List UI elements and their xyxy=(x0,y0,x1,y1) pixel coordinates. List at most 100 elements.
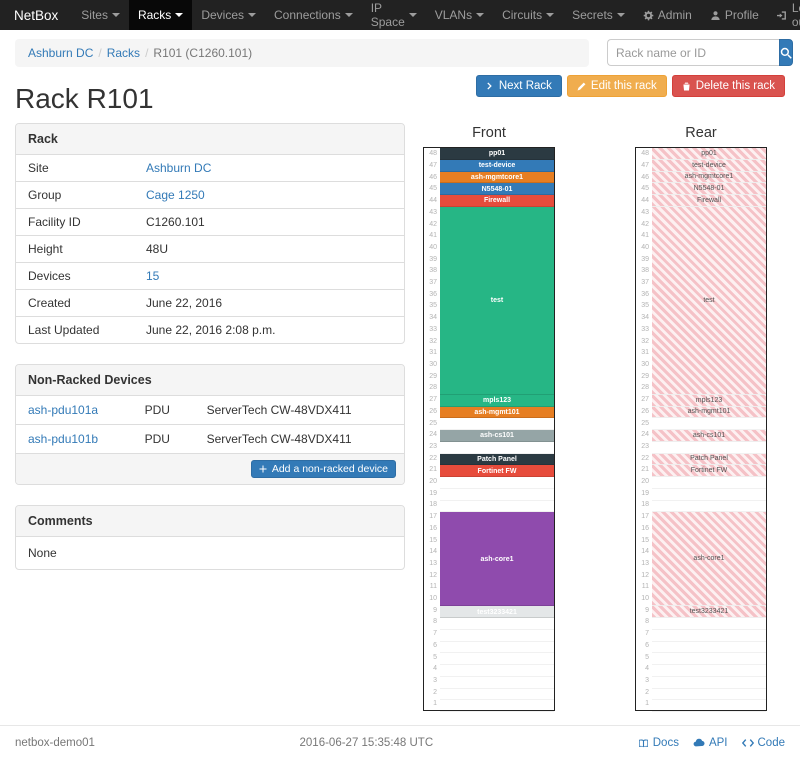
rear-elevation: Rear 48 47 46 45 44 43 42 41 40 39 38 37 36 35 34 33 32 3… xyxy=(635,125,767,712)
rear-rack: 48 47 46 45 44 43 42 41 40 39 38 37 36 35 34 33 32 31 30 29… xyxy=(635,147,767,712)
device-model-cell: ServerTech CW-48VDX411 xyxy=(194,424,404,453)
rack-device[interactable]: ash-mgmt101 xyxy=(652,406,766,419)
nav-item-sites[interactable]: Sites xyxy=(72,0,129,30)
rack-device[interactable]: test xyxy=(652,206,766,395)
pencil-icon xyxy=(577,82,586,91)
rack-device[interactable]: ash-mgmtcore1 xyxy=(440,171,554,184)
chevron-down-icon xyxy=(546,13,555,17)
empty-rack-slot xyxy=(652,477,766,489)
rack-unit-column: pp01 test-device ash-mgmtcore1 N5548-01 Fire… xyxy=(440,148,554,712)
brand-link[interactable]: NetBox xyxy=(14,7,59,23)
breadcrumb-link[interactable]: Ashburn DC xyxy=(28,46,94,60)
nav-item-devices[interactable]: Devices xyxy=(192,0,265,30)
non-racked-device-row: ash-pdu101a PDU ServerTech CW-48VDX411 xyxy=(16,396,404,425)
device-name-link[interactable]: ash-pdu101a xyxy=(28,403,99,417)
rack-unit-number: 10 xyxy=(429,595,437,603)
empty-rack-slot xyxy=(652,618,766,630)
rack-device[interactable]: test3233421 xyxy=(440,606,554,618)
non-racked-panel-title: Non-Racked Devices xyxy=(16,365,404,396)
attribute-value: Cage 1250 xyxy=(134,181,404,209)
rack-unit-number: 11 xyxy=(429,583,437,591)
empty-rack-slot xyxy=(652,489,766,501)
code-icon xyxy=(741,737,754,749)
rack-device[interactable]: Firewall xyxy=(652,195,766,207)
attribute-value-link[interactable]: 15 xyxy=(146,269,160,283)
nav-item-connections[interactable]: Connections xyxy=(265,0,362,30)
trash-icon xyxy=(682,82,691,91)
empty-rack-slot xyxy=(440,477,554,489)
rack-unit-number: 8 xyxy=(433,618,437,626)
rack-unit-number: 6 xyxy=(433,641,437,649)
rack-device[interactable]: ash-mgmt101 xyxy=(440,406,554,419)
search-input[interactable] xyxy=(607,39,779,66)
rack-device[interactable]: test-device xyxy=(652,159,766,172)
rack-device[interactable]: N5548-01 xyxy=(440,183,554,195)
attribute-value-link[interactable]: Cage 1250 xyxy=(146,188,205,202)
rack-unit-number: 36 xyxy=(641,290,649,298)
attribute-label: Created xyxy=(16,289,134,317)
nav-item-racks[interactable]: Racks xyxy=(128,0,193,30)
rack-unit-number: 47 xyxy=(641,162,649,170)
rack-unit-number: 21 xyxy=(429,466,437,474)
rack-device[interactable]: mpls123 xyxy=(440,394,554,407)
device-model-cell: ServerTech CW-48VDX411 xyxy=(206,403,352,417)
rack-unit-number: 20 xyxy=(641,478,649,486)
nav-right-profile[interactable]: Profile xyxy=(701,0,768,30)
footer-link-docs[interactable]: Docs xyxy=(638,737,679,749)
rack-device[interactable]: test xyxy=(440,206,554,395)
rack-unit-number: 17 xyxy=(429,513,437,521)
rack-device[interactable]: Firewall xyxy=(440,195,554,207)
nav-right-log-out[interactable]: Log out xyxy=(768,0,800,30)
attribute-value: June 22, 2016 xyxy=(134,289,404,317)
delete-rack-button[interactable]: Delete this rack xyxy=(671,75,785,97)
nav-right-label: Log out xyxy=(791,1,800,29)
footer-link-code[interactable]: Code xyxy=(741,737,785,749)
rack-device[interactable]: Patch Panel xyxy=(652,453,766,466)
rack-device[interactable]: ash-core1 xyxy=(440,512,554,607)
rack-device[interactable]: Fortinet FW xyxy=(652,465,766,477)
add-non-racked-device-button[interactable]: Add a non-racked device xyxy=(250,460,396,478)
rack-unit-number: 46 xyxy=(641,173,649,181)
chevron-down-icon xyxy=(616,13,625,17)
device-name-link[interactable]: ash-pdu101b xyxy=(28,432,99,446)
rack-device[interactable]: pp01 xyxy=(652,148,766,160)
rack-device[interactable]: mpls123 xyxy=(652,394,766,407)
nav-right-admin[interactable]: Admin xyxy=(634,0,701,30)
rack-device[interactable]: N5548-01 xyxy=(652,183,766,195)
rack-unit-number: 43 xyxy=(641,208,649,216)
nav-item-vlans[interactable]: VLANs xyxy=(426,0,493,30)
nav-item-ip-space[interactable]: IP Space xyxy=(362,0,426,30)
rack-device[interactable]: ash-cs101 xyxy=(652,430,766,442)
rack-unit-number: 11 xyxy=(641,583,649,591)
nav-item-circuits[interactable]: Circuits xyxy=(493,0,563,30)
footer-links: Docs API Code xyxy=(638,737,785,749)
breadcrumb-link[interactable]: Racks xyxy=(106,46,141,60)
rack-device[interactable]: ash-mgmtcore1 xyxy=(652,171,766,184)
rack-device[interactable]: Patch Panel xyxy=(440,453,554,466)
rack-device[interactable]: Fortinet FW xyxy=(440,465,554,477)
rack-unit-number: 3 xyxy=(433,676,437,684)
empty-rack-slot xyxy=(440,653,554,665)
non-racked-panel: Non-Racked Devices ash-pdu101a PDU ServerT… xyxy=(15,364,405,485)
search-button[interactable] xyxy=(779,39,793,66)
rack-device[interactable]: ash-cs101 xyxy=(440,430,554,442)
rack-unit-number: 26 xyxy=(429,407,437,415)
footer-link-api[interactable]: API xyxy=(693,737,728,749)
rack-device[interactable]: ash-core1 xyxy=(652,512,766,607)
edit-rack-label: Edit this rack xyxy=(590,80,657,92)
nav-item-secrets[interactable]: Secrets xyxy=(563,0,634,30)
rack-unit-number: 33 xyxy=(641,325,649,333)
rack-panel: Rack Site Ashburn DC Group Cage 1250 Facilit… xyxy=(15,123,405,344)
attribute-value-link[interactable]: Ashburn DC xyxy=(146,161,212,175)
rack-device[interactable]: test-device xyxy=(440,159,554,172)
edit-rack-button[interactable]: Edit this rack xyxy=(566,75,667,97)
rack-device[interactable]: pp01 xyxy=(440,148,554,160)
user-icon xyxy=(710,10,721,21)
rack-unit-number: 5 xyxy=(433,653,437,661)
next-rack-button[interactable]: Next Rack xyxy=(475,75,562,97)
hostname: netbox-demo01 xyxy=(15,737,95,749)
rack-device[interactable]: test3233421 xyxy=(652,606,766,618)
page-header: Rack R101 Next Rack Edit this rack Delet… xyxy=(0,71,800,123)
rack-unit-number: 15 xyxy=(641,536,649,544)
empty-rack-slot xyxy=(440,642,554,654)
